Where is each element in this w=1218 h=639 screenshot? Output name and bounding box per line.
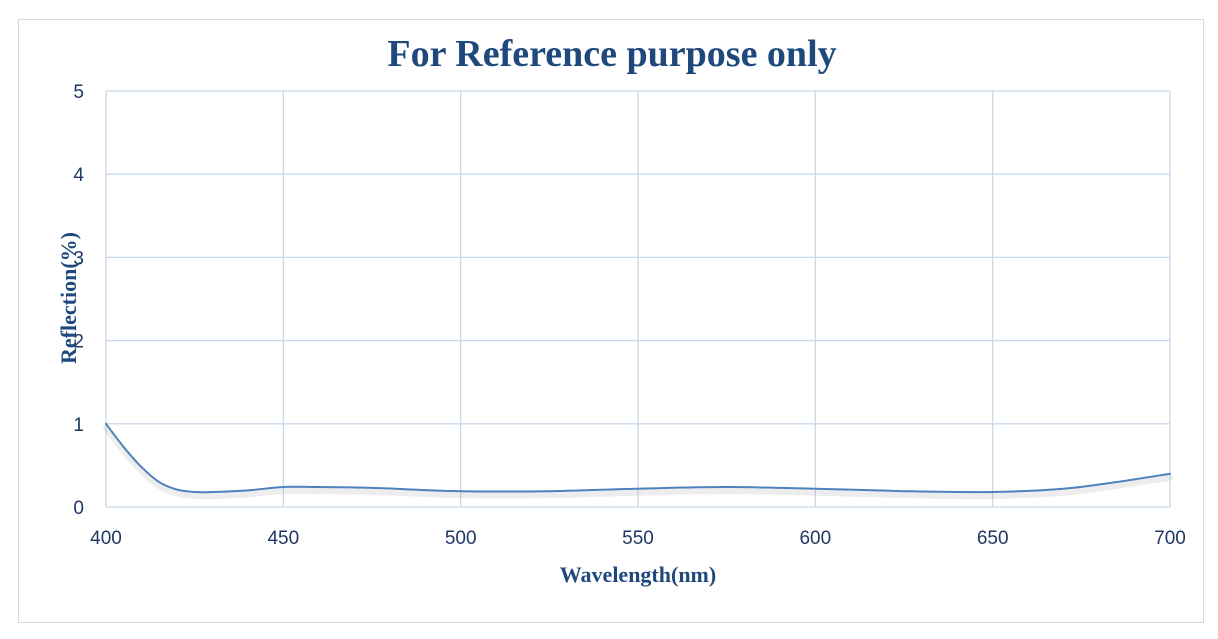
series-line-0 <box>105 422 1171 494</box>
chart-frame <box>18 19 1204 623</box>
y-tick-label-5: 5 <box>73 82 84 103</box>
y-axis-label: Reflection(%) <box>56 232 81 364</box>
y-tick-label-1: 1 <box>73 415 84 436</box>
x-tick-label-550: 550 <box>622 528 654 549</box>
series-line-shadow-0 <box>103 424 1173 500</box>
y-tick-label-2: 2 <box>73 332 84 353</box>
y-tick-label-4: 4 <box>73 165 84 186</box>
x-tick-label-400: 400 <box>90 528 122 549</box>
x-tick-label-600: 600 <box>799 528 831 549</box>
tick-labels: 400 450 500 550 600 650 700 0 1 2 3 4 5 <box>73 82 1185 549</box>
x-tick-label-500: 500 <box>445 528 477 549</box>
grid-lines <box>105 90 1171 508</box>
y-tick-label-3: 3 <box>73 248 84 269</box>
y-tick-label-0: 0 <box>73 498 84 519</box>
x-tick-label-650: 650 <box>977 528 1009 549</box>
series-layer <box>103 422 1173 500</box>
x-tick-label-700: 700 <box>1154 528 1186 549</box>
x-axis-label: Wavelength(nm) <box>560 562 716 587</box>
x-tick-label-450: 450 <box>267 528 299 549</box>
chart-title: For Reference purpose only <box>387 33 836 75</box>
